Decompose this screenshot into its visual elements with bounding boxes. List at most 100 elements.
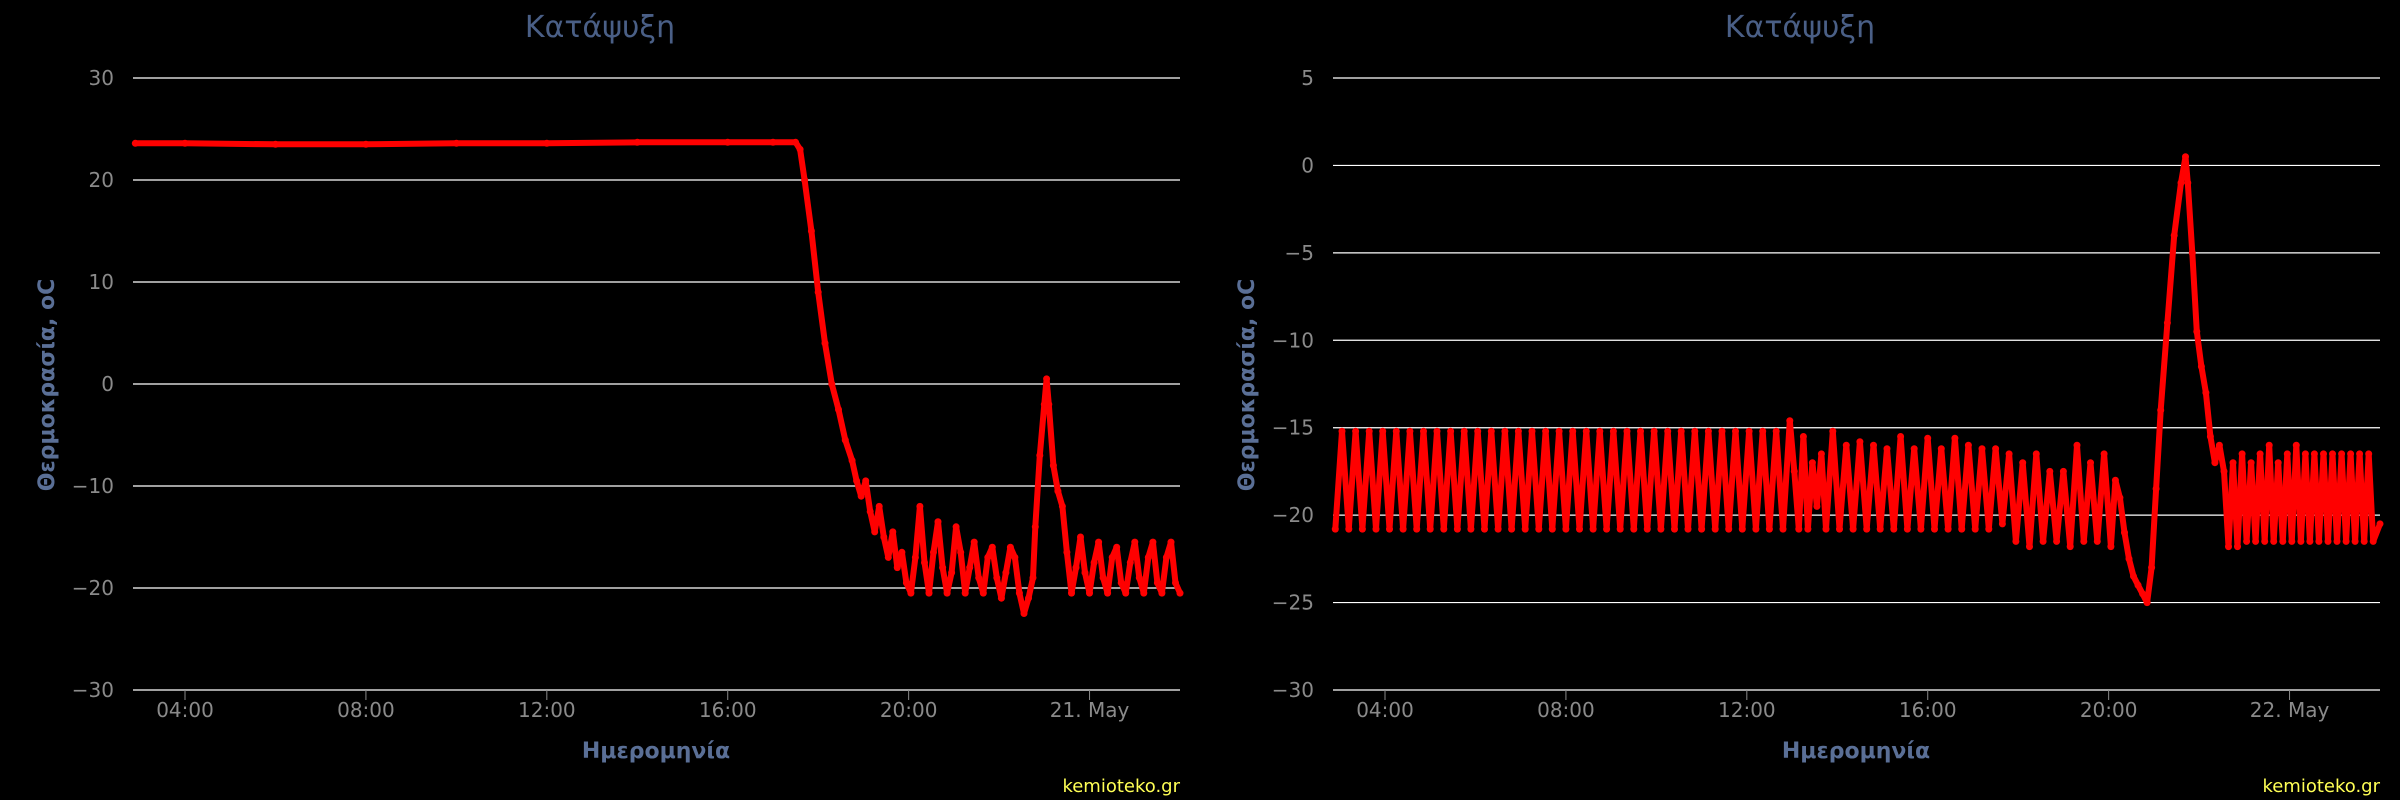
data-point xyxy=(966,564,974,572)
data-point xyxy=(1501,427,1509,435)
y-tick-label: 10 xyxy=(89,270,114,294)
data-point xyxy=(911,553,919,561)
data-point xyxy=(1140,589,1148,597)
data-point xyxy=(1698,525,1706,533)
y-tick-label: −25 xyxy=(1272,591,1314,615)
data-point xyxy=(1890,525,1898,533)
data-point xyxy=(1372,525,1380,533)
data-point xyxy=(939,564,947,572)
data-point xyxy=(2157,406,2165,414)
credit-link[interactable]: kemioteko.gr xyxy=(1062,776,1180,797)
chart-title: Κατάψυξη xyxy=(1725,10,1875,45)
data-point xyxy=(857,492,865,500)
data-point xyxy=(848,457,856,464)
data-point xyxy=(1856,438,1864,446)
x-tick-label: 16:00 xyxy=(1899,698,1957,722)
data-point xyxy=(1917,525,1925,533)
data-point xyxy=(2365,450,2373,458)
data-point xyxy=(1630,525,1638,533)
x-axis-title: Ημερομηνία xyxy=(582,739,730,764)
data-point xyxy=(1650,427,1658,435)
data-point xyxy=(1460,427,1468,435)
x-tick-label: 08:00 xyxy=(1537,698,1595,722)
y-tick-label: 0 xyxy=(101,372,114,396)
data-point xyxy=(1759,427,1767,435)
data-point xyxy=(2247,459,2255,467)
data-point xyxy=(2333,537,2341,545)
data-point xyxy=(1903,525,1911,533)
data-point xyxy=(2182,153,2189,161)
data-point xyxy=(2206,433,2214,440)
x-axis-title: Ημερομηνία xyxy=(1782,739,1930,764)
data-point xyxy=(1358,525,1366,533)
data-point xyxy=(1068,589,1075,597)
data-point xyxy=(796,145,804,153)
data-point xyxy=(1467,525,1475,533)
data-point xyxy=(792,138,800,146)
credit-link[interactable]: kemioteko.gr xyxy=(2262,776,2380,797)
data-point xyxy=(1352,427,1360,435)
data-point xyxy=(889,528,897,536)
data-point xyxy=(1937,445,1945,453)
x-tick-label: 12:00 xyxy=(518,698,576,722)
data-point xyxy=(1108,553,1116,561)
data-point xyxy=(1104,589,1112,597)
data-point xyxy=(1063,548,1071,556)
data-point xyxy=(1535,525,1543,533)
data-point xyxy=(131,139,139,147)
data-point xyxy=(1440,525,1448,533)
data-point xyxy=(2238,450,2246,458)
y-tick-label: 20 xyxy=(89,168,114,192)
data-point xyxy=(1365,427,1373,435)
data-point xyxy=(979,589,987,597)
data-point xyxy=(1002,569,1010,577)
data-point xyxy=(1011,553,1019,561)
data-point xyxy=(769,138,777,146)
data-point xyxy=(1386,525,1393,533)
data-point xyxy=(1910,445,1918,453)
data-point xyxy=(2032,450,2040,458)
data-point xyxy=(1331,525,1339,533)
data-point xyxy=(1718,427,1726,435)
y-axis-title: Θερμοκρασία, oC xyxy=(1235,279,1260,492)
data-point xyxy=(1392,427,1400,435)
data-point xyxy=(1897,433,1905,440)
data-point xyxy=(1609,427,1617,435)
x-tick-label: 12:00 xyxy=(1718,698,1776,722)
data-point xyxy=(2306,537,2314,545)
data-point xyxy=(925,589,933,597)
data-point xyxy=(1985,525,1993,533)
data-point xyxy=(814,288,822,296)
data-point xyxy=(1745,427,1753,435)
y-tick-label: 30 xyxy=(89,66,114,90)
data-point xyxy=(957,548,965,556)
data-point xyxy=(1090,559,1098,566)
data-point xyxy=(898,548,906,556)
data-point xyxy=(1569,427,1577,435)
data-point xyxy=(2093,537,2101,545)
data-point xyxy=(1931,525,1938,533)
data-point xyxy=(1117,579,1125,587)
data-point xyxy=(1582,427,1590,435)
data-point xyxy=(1031,523,1039,531)
data-point xyxy=(2310,450,2318,458)
data-point xyxy=(2163,319,2171,327)
data-point xyxy=(975,574,983,582)
data-point xyxy=(1998,520,2006,528)
data-point xyxy=(1135,574,1143,582)
data-point xyxy=(1453,525,1461,533)
data-point xyxy=(1122,589,1130,597)
data-point xyxy=(1944,525,1952,533)
data-point xyxy=(2288,537,2296,545)
data-point xyxy=(997,594,1005,602)
data-point xyxy=(1795,525,1803,533)
data-point xyxy=(943,589,951,597)
x-tick-label: 04:00 xyxy=(1356,698,1414,722)
data-point xyxy=(2005,450,2013,458)
data-point xyxy=(2265,441,2273,449)
data-point xyxy=(1799,433,1807,440)
data-point xyxy=(2220,467,2228,475)
data-point xyxy=(2270,537,2278,545)
data-point xyxy=(2320,450,2327,458)
data-point xyxy=(1036,451,1044,459)
